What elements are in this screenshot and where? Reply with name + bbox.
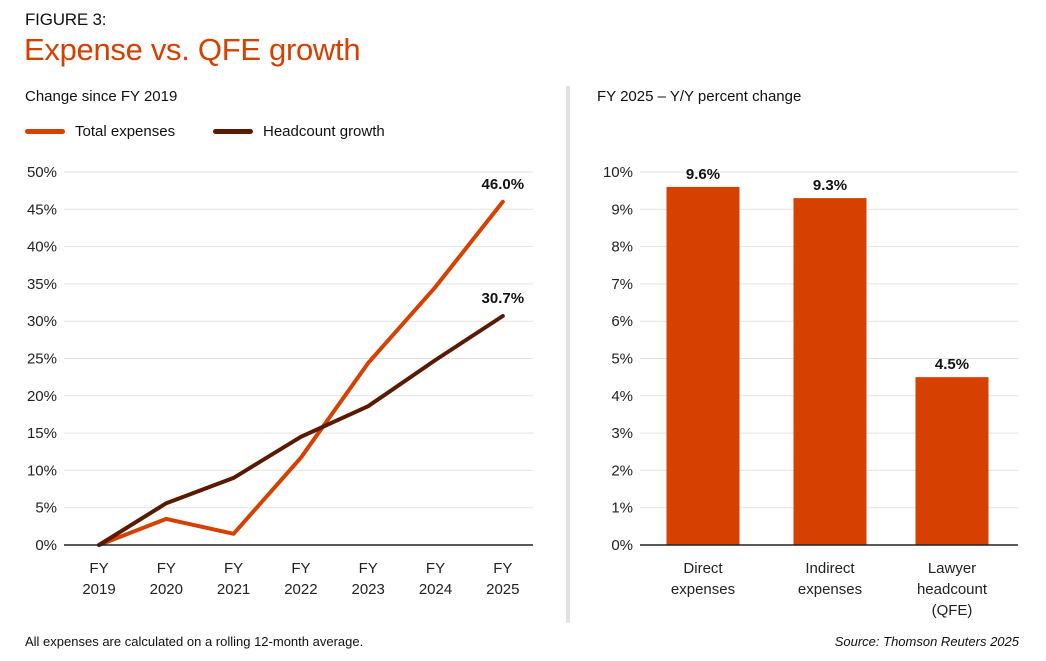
y-tick-label: 0% [611, 537, 633, 554]
x-tick-label: Lawyer [928, 560, 976, 577]
x-tick-label: FY [224, 560, 243, 577]
x-tick-label: FY [89, 560, 108, 577]
y-tick-label: 8% [611, 239, 633, 256]
y-tick-label: 10% [27, 462, 57, 479]
x-tick-label: 2020 [150, 581, 183, 598]
x-tick-label: 2019 [82, 581, 115, 598]
x-tick-label: FY [426, 560, 445, 577]
x-tick-label: Indirect [805, 560, 855, 577]
x-tick-label: 2023 [352, 581, 385, 598]
x-tick-label: Direct [683, 560, 723, 577]
y-tick-label: 45% [27, 201, 57, 218]
x-tick-label: FY [359, 560, 378, 577]
legend-label-headcount-growth: Headcount growth [263, 123, 385, 140]
bar-chart-title: FY 2025 – Y/Y percent change [597, 88, 802, 105]
y-tick-label: 6% [611, 313, 633, 330]
legend-label-total-expenses: Total expenses [75, 123, 176, 140]
y-tick-label: 35% [27, 276, 57, 293]
y-tick-label: 4% [611, 388, 633, 405]
y-tick-label: 10% [603, 164, 633, 181]
x-tick-label: (QFE) [932, 602, 973, 619]
panel-divider [566, 86, 570, 623]
y-tick-label: 5% [611, 351, 633, 368]
series-line-total-expenses [97, 199, 505, 547]
data-label: 4.5% [935, 356, 969, 373]
y-tick-label: 0% [35, 537, 57, 554]
legend-swatch-headcount-growth [213, 129, 253, 134]
bar [666, 186, 740, 546]
x-tick-label: expenses [671, 581, 735, 598]
legend-item-headcount-growth: Headcount growth [213, 123, 385, 140]
series-line-headcount-growth [97, 314, 505, 547]
y-tick-label: 3% [611, 425, 633, 442]
y-tick-label: 15% [27, 425, 57, 442]
data-label: 46.0% [482, 176, 525, 193]
y-tick-label: 2% [611, 462, 633, 479]
source-note: Source: Thomson Reuters 2025 [834, 634, 1019, 649]
data-label: 9.6% [686, 166, 720, 183]
footnote: All expenses are calculated on a rolling… [25, 634, 364, 649]
bar [915, 377, 989, 545]
x-tick-label: headcount [917, 581, 988, 598]
x-tick-label: 2021 [217, 581, 250, 598]
x-tick-label: 2024 [419, 581, 452, 598]
x-tick-label: FY [291, 560, 310, 577]
y-tick-label: 1% [611, 500, 633, 517]
bar [793, 198, 867, 546]
y-tick-label: 5% [35, 500, 57, 517]
y-tick-label: 25% [27, 351, 57, 368]
y-tick-label: 30% [27, 313, 57, 330]
legend-item-total-expenses: Total expenses [25, 123, 175, 140]
x-tick-label: FY [493, 560, 512, 577]
y-tick-label: 50% [27, 164, 57, 181]
figure-label: FIGURE 3: [25, 10, 107, 29]
y-tick-label: 7% [611, 276, 633, 293]
data-label: 9.3% [813, 177, 847, 194]
x-tick-label: 2025 [486, 581, 519, 598]
legend-swatch-total-expenses [25, 129, 65, 134]
data-label: 30.7% [482, 290, 525, 307]
y-tick-label: 40% [27, 239, 57, 256]
x-tick-label: FY [157, 560, 176, 577]
x-tick-label: 2022 [284, 581, 317, 598]
line-chart-title: Change since FY 2019 [25, 88, 178, 105]
figure-title: Expense vs. QFE growth [24, 32, 361, 67]
y-tick-label: 20% [27, 388, 57, 405]
y-tick-label: 9% [611, 201, 633, 218]
x-tick-label: expenses [798, 581, 862, 598]
